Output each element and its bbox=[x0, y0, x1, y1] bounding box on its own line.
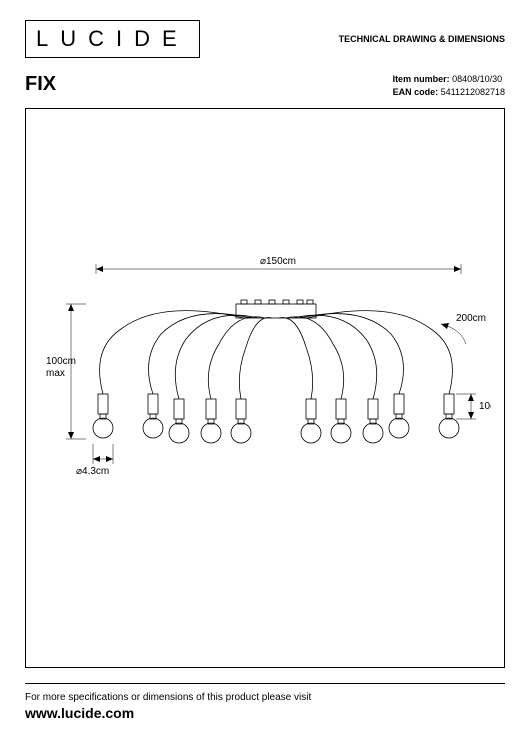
brand-logo: LUCIDE bbox=[25, 20, 200, 58]
item-number-value: 08408/10/30 bbox=[452, 74, 502, 84]
product-info: Item number: 08408/10/30 EAN code: 54112… bbox=[393, 73, 505, 98]
footer-url: www.lucide.com bbox=[25, 705, 505, 721]
item-number-label: Item number: bbox=[393, 74, 450, 84]
dim-width: ⌀150cm bbox=[260, 256, 296, 267]
ceiling-mount bbox=[236, 300, 316, 318]
drawing-frame: ⌀150cm 100cm max bbox=[25, 108, 505, 668]
page-title: TECHNICAL DRAWING & DIMENSIONS bbox=[339, 34, 505, 44]
technical-drawing: ⌀150cm 100cm max bbox=[41, 249, 491, 529]
pendant-bulbs bbox=[93, 311, 459, 443]
dim-bulb-diameter: ⌀4.3cm bbox=[76, 466, 109, 477]
dim-socket-height: 10cm bbox=[479, 401, 491, 412]
dim-cable-length: 200cm bbox=[456, 313, 486, 324]
page-footer: For more specifications or dimensions of… bbox=[25, 683, 505, 721]
footer-text: For more specifications or dimensions of… bbox=[25, 692, 505, 703]
ean-value: 5411212082718 bbox=[441, 87, 505, 97]
dim-height-sub: max bbox=[46, 368, 65, 379]
ean-label: EAN code: bbox=[393, 87, 439, 97]
product-name: FIX bbox=[25, 73, 56, 96]
logo-text: LUCIDE bbox=[36, 26, 189, 51]
dim-height: 100cm bbox=[46, 356, 76, 367]
